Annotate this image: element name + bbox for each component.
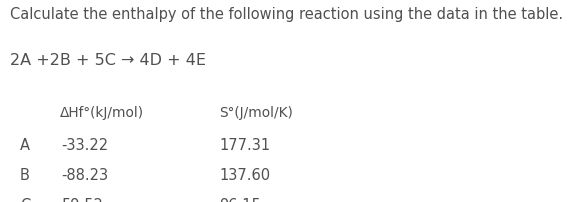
Text: 59.52: 59.52: [61, 198, 104, 202]
Text: -88.23: -88.23: [61, 168, 109, 183]
Text: Calculate the enthalpy of the following reaction using the data in the table.: Calculate the enthalpy of the following …: [10, 7, 563, 22]
Text: 96.15: 96.15: [219, 198, 261, 202]
Text: A: A: [20, 138, 30, 153]
Text: 137.60: 137.60: [219, 168, 270, 183]
Text: ΔHf°(kJ/mol): ΔHf°(kJ/mol): [60, 106, 144, 120]
Text: 2A +2B + 5C → 4D + 4E: 2A +2B + 5C → 4D + 4E: [10, 53, 206, 67]
Text: 177.31: 177.31: [219, 138, 270, 153]
Text: B: B: [20, 168, 30, 183]
Text: S°(J/mol/K): S°(J/mol/K): [219, 106, 293, 120]
Text: C: C: [20, 198, 30, 202]
Text: -33.22: -33.22: [61, 138, 109, 153]
